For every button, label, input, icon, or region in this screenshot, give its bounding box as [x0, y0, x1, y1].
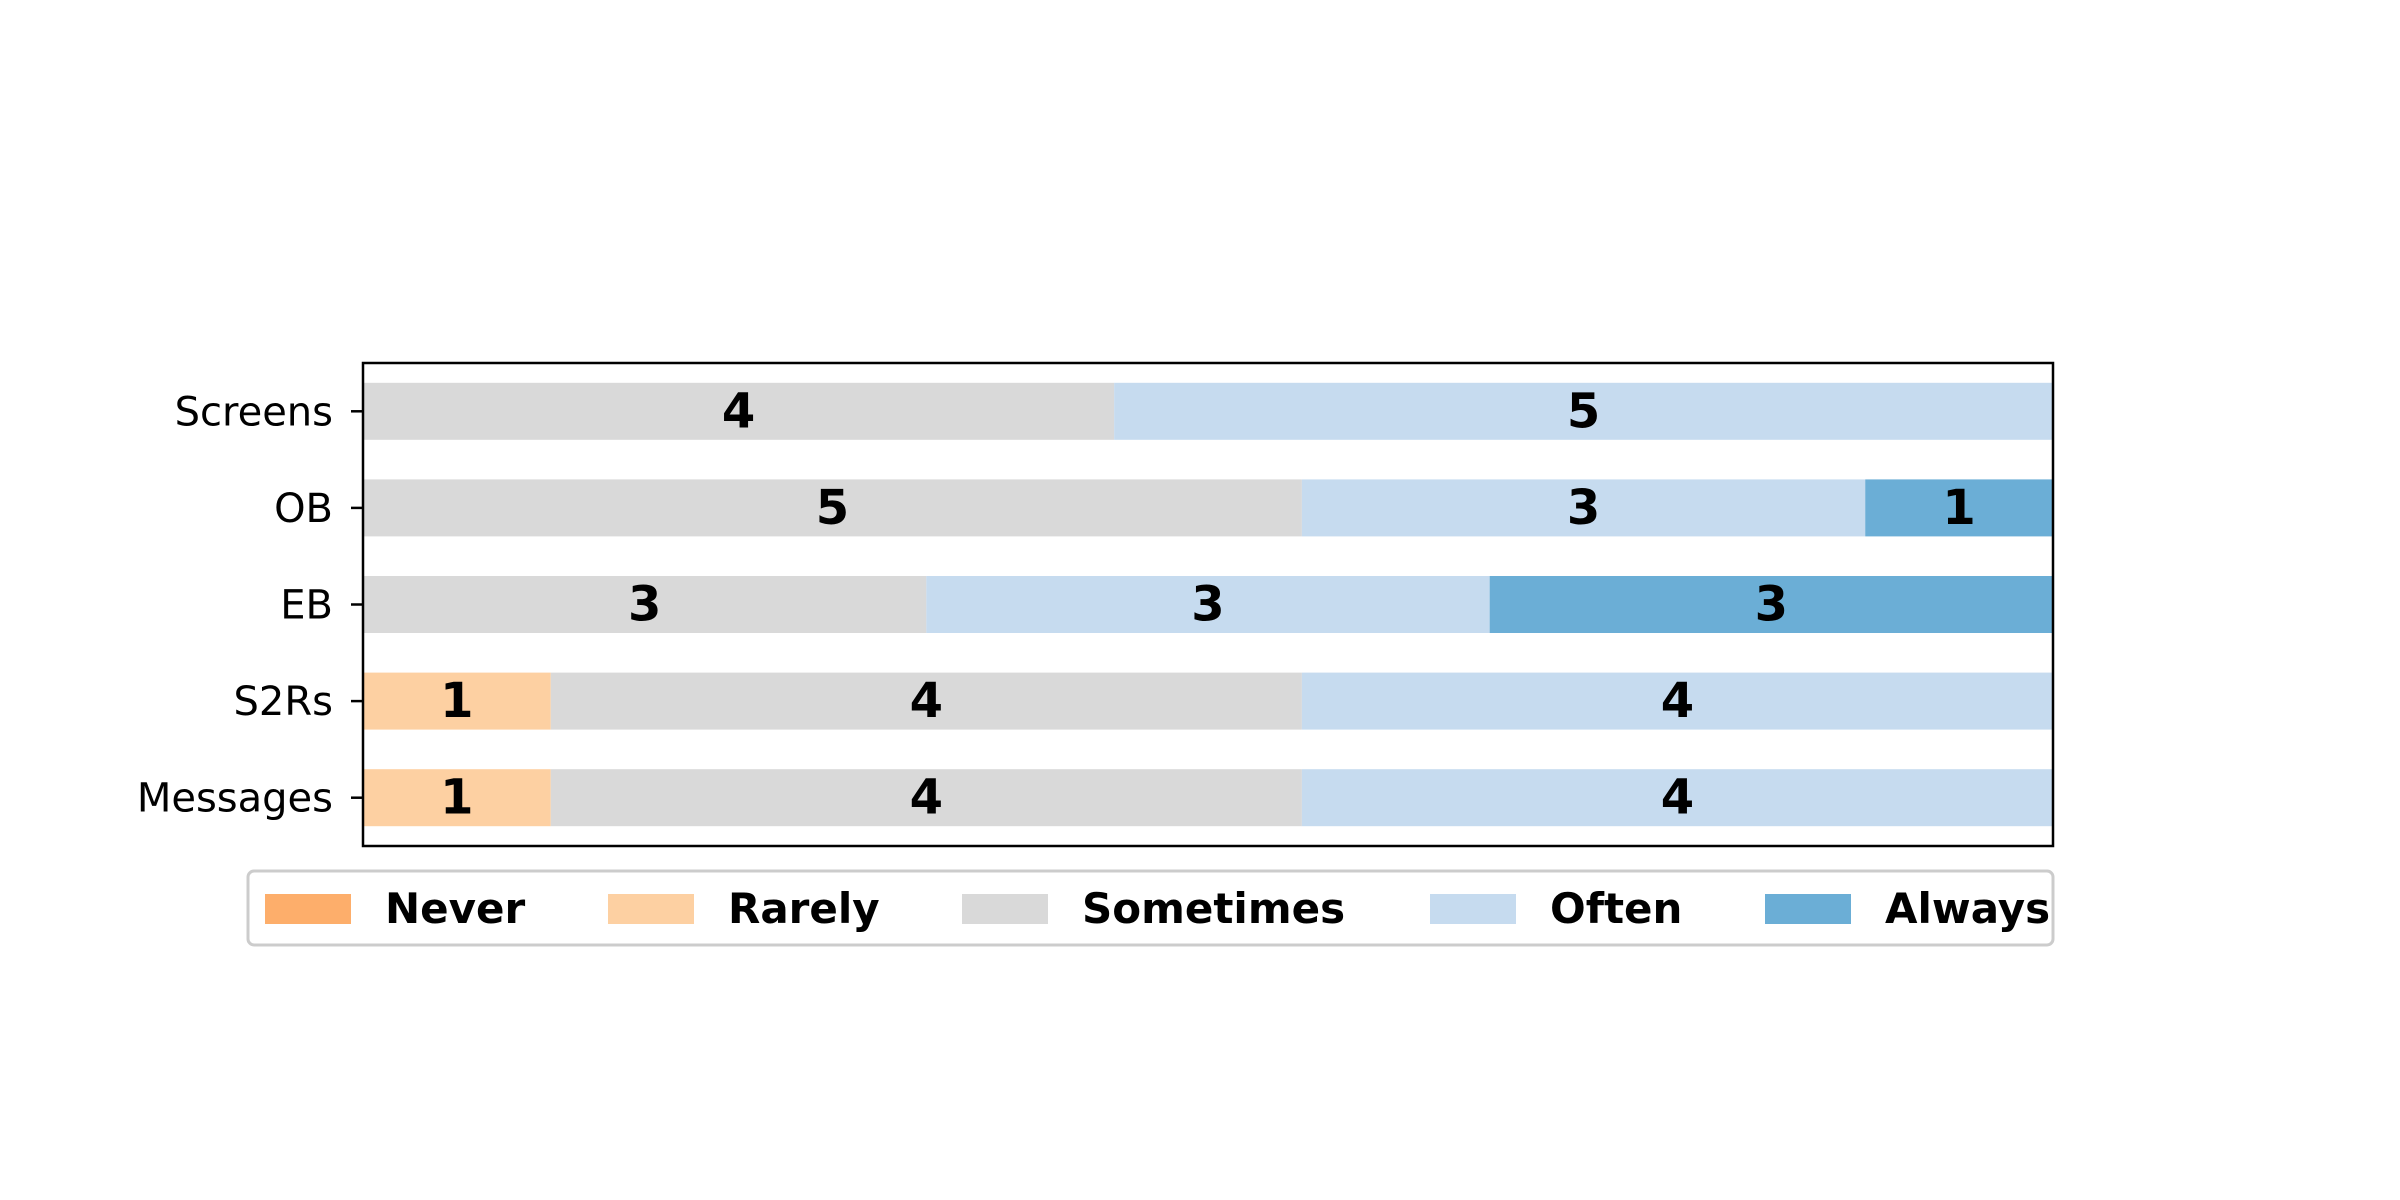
legend-label-sometimes: Sometimes [1082, 884, 1345, 933]
y-tick-label-screens: Screens [175, 389, 333, 435]
y-tick-label-eb: EB [280, 583, 333, 629]
y-tick-label-s2rs: S2Rs [234, 679, 333, 725]
data-label-ob-always: 1 [1942, 480, 1975, 536]
bar-segment-s2rs-sometimes [550, 672, 1302, 730]
y-tick-label-messages: Messages [137, 776, 333, 822]
legend-swatch-often [1430, 894, 1516, 924]
legend-frame [246, 869, 2055, 947]
legend-label-always: Always [1885, 884, 2050, 933]
bar-segment-messages-often [1301, 769, 2053, 827]
data-label-s2rs-often: 4 [1661, 673, 1694, 729]
data-label-eb-sometimes: 3 [628, 577, 661, 633]
legend: Never Rarely Sometimes Often Always [246, 869, 2055, 947]
bar-segment-s2rs-rarely [363, 672, 551, 730]
data-label-ob-sometimes: 5 [816, 480, 849, 536]
bar-segment-messages-rarely [363, 769, 551, 827]
legend-swatch-rarely [608, 894, 694, 924]
bars-group [363, 382, 2053, 827]
legend-label-often: Often [1550, 884, 1682, 933]
data-label-eb-always: 3 [1755, 577, 1788, 633]
bar-segment-screens-often [1114, 382, 2053, 440]
data-label-screens-sometimes: 4 [722, 383, 755, 439]
data-label-messages-often: 4 [1661, 770, 1694, 826]
bar-segment-messages-sometimes [550, 769, 1302, 827]
bar-segment-ob-sometimes [363, 479, 1302, 537]
bar-segment-ob-always [1865, 479, 2053, 537]
data-label-s2rs-sometimes: 4 [910, 673, 943, 729]
data-label-ob-often: 3 [1567, 480, 1600, 536]
y-axis: Screens OB EB S2Rs Messages [137, 389, 363, 822]
data-label-screens-often: 5 [1567, 383, 1600, 439]
legend-swatch-sometimes [962, 894, 1048, 924]
bar-segment-eb-often [926, 576, 1490, 633]
legend-label-never: Never [385, 884, 525, 933]
legend-swatch-never [265, 894, 351, 924]
bar-segment-ob-often [1301, 479, 1866, 537]
data-label-eb-often: 3 [1191, 577, 1224, 633]
legend-swatch-always [1765, 894, 1851, 924]
y-tick-label-ob: OB [274, 486, 333, 532]
bar-segment-s2rs-often [1301, 672, 2053, 730]
data-label-messages-rarely: 1 [440, 770, 473, 826]
data-label-messages-sometimes: 4 [910, 770, 943, 826]
legend-label-rarely: Rarely [728, 884, 880, 933]
bar-segment-eb-sometimes [363, 576, 927, 633]
data-label-s2rs-rarely: 1 [440, 673, 473, 729]
bar-segment-eb-always [1489, 576, 2053, 633]
value-labels-group: 4 5 5 3 1 3 3 3 1 4 4 1 4 4 [440, 383, 1976, 825]
bar-segment-screens-sometimes [363, 382, 1115, 440]
